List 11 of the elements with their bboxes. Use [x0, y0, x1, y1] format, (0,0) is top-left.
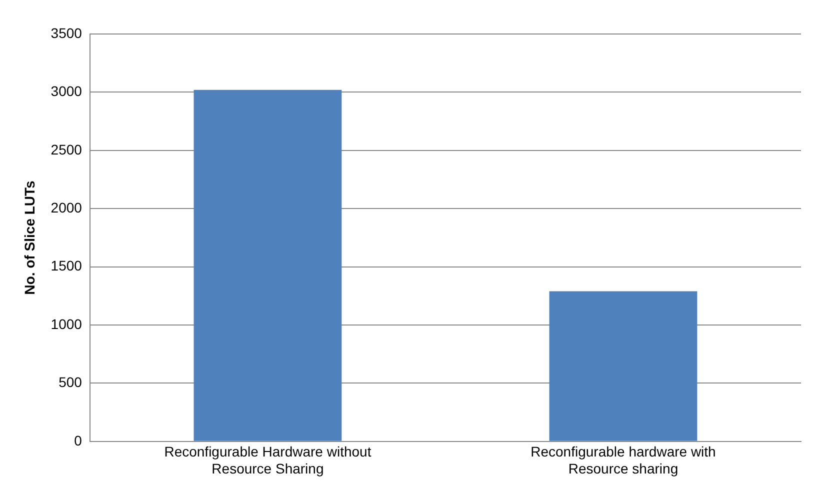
y-axis-title: No. of Slice LUTs — [21, 180, 38, 295]
y-tick-label: 2000 — [50, 199, 82, 216]
y-tick-label: 0 — [74, 432, 82, 448]
y-tick-label: 1500 — [50, 258, 82, 274]
x-tick-label: Reconfigurable Hardware without Resource Sharing — [164, 444, 372, 476]
y-tick-label: 1000 — [50, 316, 82, 332]
y-tick-label: 3000 — [50, 83, 82, 100]
y-tick-label: 2500 — [50, 141, 82, 158]
y-tick-label: 3500 — [50, 24, 82, 41]
x-tick-label: Reconfigurable hardware with Resource sharing — [530, 444, 716, 476]
y-tick-label: 500 — [58, 374, 82, 390]
